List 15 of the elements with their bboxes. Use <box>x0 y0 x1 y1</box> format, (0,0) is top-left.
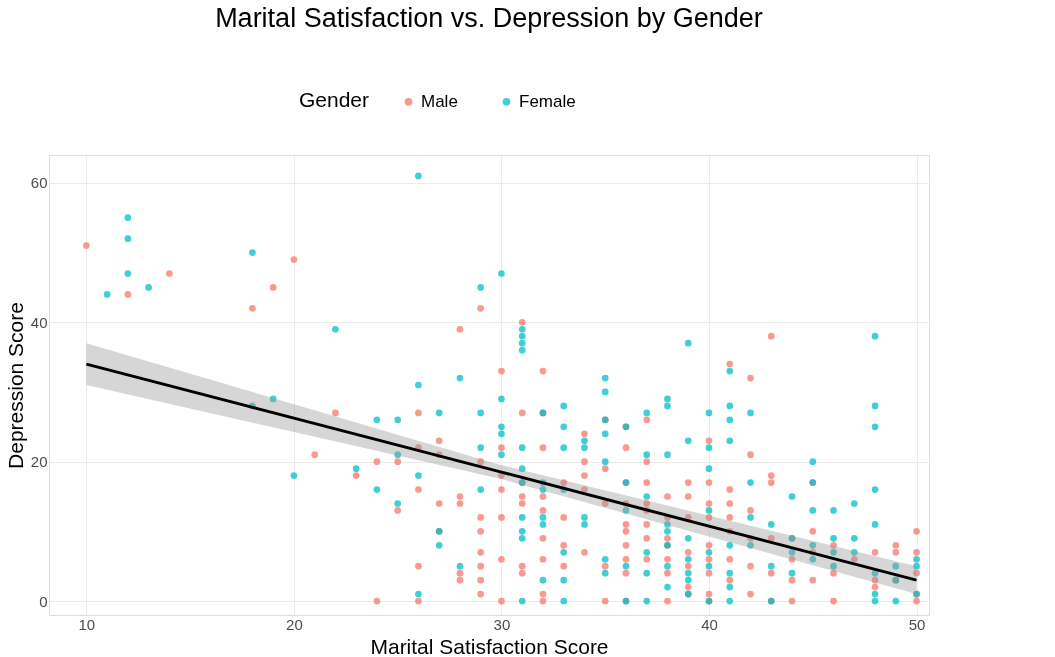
x-tick-label: 10 <box>78 615 96 633</box>
legend-label: Male <box>421 91 458 111</box>
y-tick-label: 0 <box>39 592 48 610</box>
y-axis-title: Depression Score <box>3 302 27 469</box>
x-tick-label: 50 <box>908 615 926 633</box>
y-tick-label: 40 <box>30 313 48 331</box>
y-tick-label: 20 <box>30 453 48 471</box>
legend-title: Gender <box>299 88 370 111</box>
x-axis-title: Marital Satisfaction Score <box>370 634 609 657</box>
x-tick-label: 30 <box>493 615 511 633</box>
legend-label: Female <box>519 91 576 111</box>
x-tick-label: 20 <box>286 615 303 633</box>
y-tick-label: 60 <box>30 174 48 192</box>
x-tick-label: 40 <box>701 615 718 633</box>
chart-title: Marital Satisfaction vs. Depression by Gender <box>215 3 763 33</box>
